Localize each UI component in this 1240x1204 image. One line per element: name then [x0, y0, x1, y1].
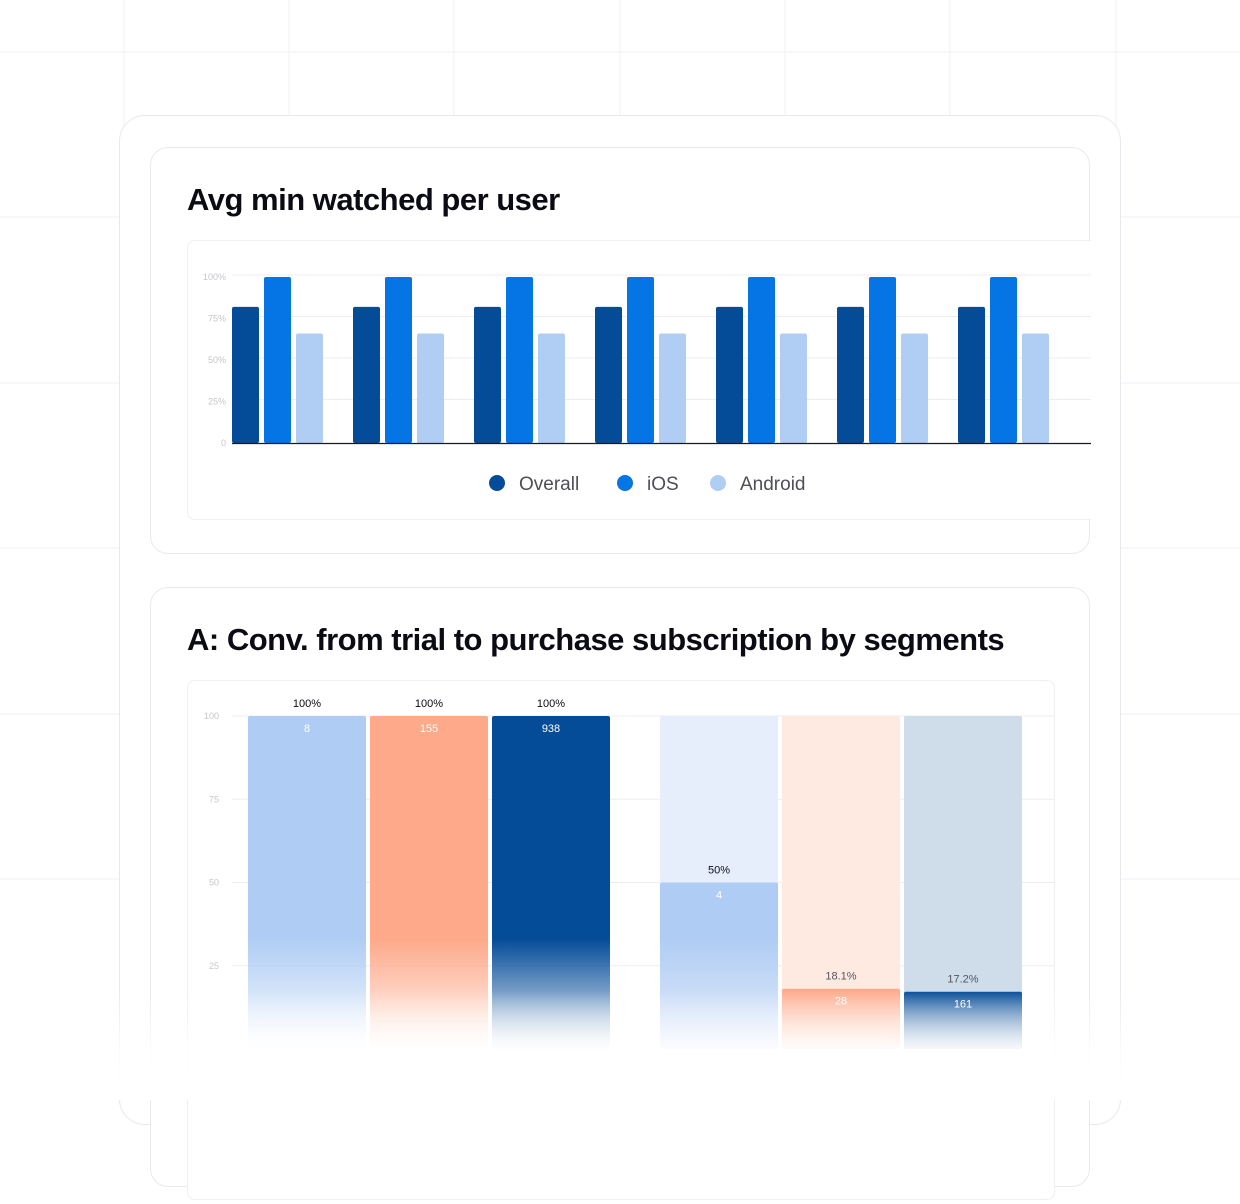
legend-label: Overall	[519, 474, 579, 495]
bar-percent-label: 17.2%	[947, 974, 978, 986]
chart-title: Avg min watched per user	[187, 182, 560, 217]
bar-percent-label: 100%	[293, 698, 321, 710]
y-tick-label: 25	[209, 961, 219, 971]
bar-count-label: 8	[304, 723, 310, 735]
bar-overall[interactable]	[595, 306, 622, 443]
bar-ios[interactable]	[627, 277, 654, 443]
y-tick-label: 75	[209, 794, 219, 804]
bar-count-label: 938	[542, 723, 560, 735]
bar-track	[782, 716, 900, 1049]
bar-track	[904, 716, 1022, 1049]
legend-item-android[interactable]: Android	[710, 474, 806, 495]
bar-android[interactable]	[538, 333, 565, 443]
chart-panel: 25 50 75 100 100% 8 100% 155 100% 938 50% 4 18.1% 28 1…	[187, 680, 1055, 1200]
legend-swatch	[710, 475, 726, 491]
bar-overall[interactable]	[716, 306, 743, 443]
legend-label: Android	[740, 474, 806, 495]
bar-percent-label: 100%	[537, 698, 565, 710]
y-tick-label: 50%	[208, 355, 226, 365]
bar-android[interactable]	[417, 333, 444, 443]
bar-chart-avg-min-watched: 0 25% 50% 75% 100% Overall iOS Android	[203, 272, 1091, 495]
chart-panel: 0 25% 50% 75% 100% Overall iOS Android	[187, 240, 1091, 520]
bar-count-label: 161	[954, 999, 972, 1011]
bar-android[interactable]	[1022, 333, 1049, 443]
y-tick-label: 0	[221, 438, 226, 448]
bar-overall[interactable]	[232, 306, 259, 443]
bar-chart-conversion-by-segments: 25 50 75 100 100% 8 100% 155 100% 938 50% 4 18.1% 28 1…	[204, 698, 1054, 1050]
bar-percent-label: 100%	[415, 698, 443, 710]
bar-ios[interactable]	[264, 277, 291, 443]
bar-ios[interactable]	[869, 277, 896, 443]
bar-ios[interactable]	[506, 277, 533, 443]
bar-overall[interactable]	[958, 306, 985, 443]
segment-bar[interactable]	[248, 716, 366, 1049]
bar-count-label: 155	[420, 723, 438, 735]
legend-swatch	[489, 475, 505, 491]
y-tick-label: 75%	[208, 314, 226, 324]
bar-percent-label: 18.1%	[825, 971, 856, 983]
chart-title: A: Conv. from trial to purchase subscrip…	[187, 622, 1005, 657]
chart-card-conversion-by-segments: A: Conv. from trial to purchase subscrip…	[150, 587, 1090, 1200]
bar-android[interactable]	[296, 333, 323, 443]
bar-overall[interactable]	[353, 306, 380, 443]
segment-bar[interactable]	[492, 716, 610, 1049]
bar-android[interactable]	[901, 333, 928, 443]
bar-ios[interactable]	[385, 277, 412, 443]
bar-percent-label: 50%	[708, 865, 730, 877]
bar-overall[interactable]	[837, 306, 864, 443]
bar-count-label: 28	[835, 996, 847, 1008]
segment-bar[interactable]	[660, 882, 778, 1050]
chart-card-avg-min-watched: Avg min watched per user 0 25% 50% 75% 100% O…	[150, 147, 1091, 554]
y-tick-label: 50	[209, 878, 219, 888]
legend-label: iOS	[647, 474, 679, 495]
y-tick-label: 25%	[208, 397, 226, 407]
bar-count-label: 4	[716, 890, 722, 902]
bar-android[interactable]	[659, 333, 686, 443]
segment-bar[interactable]	[370, 716, 488, 1049]
y-tick-label: 100	[204, 711, 219, 721]
legend-swatch	[617, 475, 633, 491]
bar-ios[interactable]	[748, 277, 775, 443]
bar-android[interactable]	[780, 333, 807, 443]
legend-item-overall[interactable]: Overall	[489, 474, 579, 495]
bar-overall[interactable]	[474, 306, 501, 443]
bar-ios[interactable]	[990, 277, 1017, 443]
legend-item-ios[interactable]: iOS	[617, 474, 679, 495]
y-tick-label: 100%	[203, 272, 226, 282]
